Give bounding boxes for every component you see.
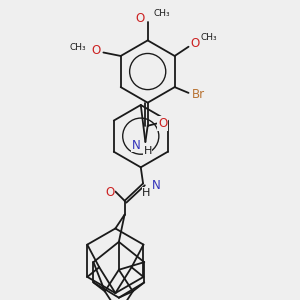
Text: CH₃: CH₃ bbox=[70, 44, 86, 52]
Text: Br: Br bbox=[192, 88, 205, 100]
Text: O: O bbox=[191, 37, 200, 50]
Text: N: N bbox=[132, 139, 141, 152]
Text: CH₃: CH₃ bbox=[154, 9, 170, 18]
Text: CH₃: CH₃ bbox=[200, 33, 217, 42]
Text: O: O bbox=[92, 44, 101, 57]
Text: O: O bbox=[135, 12, 144, 25]
Text: H: H bbox=[142, 188, 151, 198]
Text: H: H bbox=[143, 146, 152, 156]
Text: N: N bbox=[152, 179, 161, 192]
Text: O: O bbox=[158, 117, 167, 130]
Text: O: O bbox=[105, 186, 114, 199]
